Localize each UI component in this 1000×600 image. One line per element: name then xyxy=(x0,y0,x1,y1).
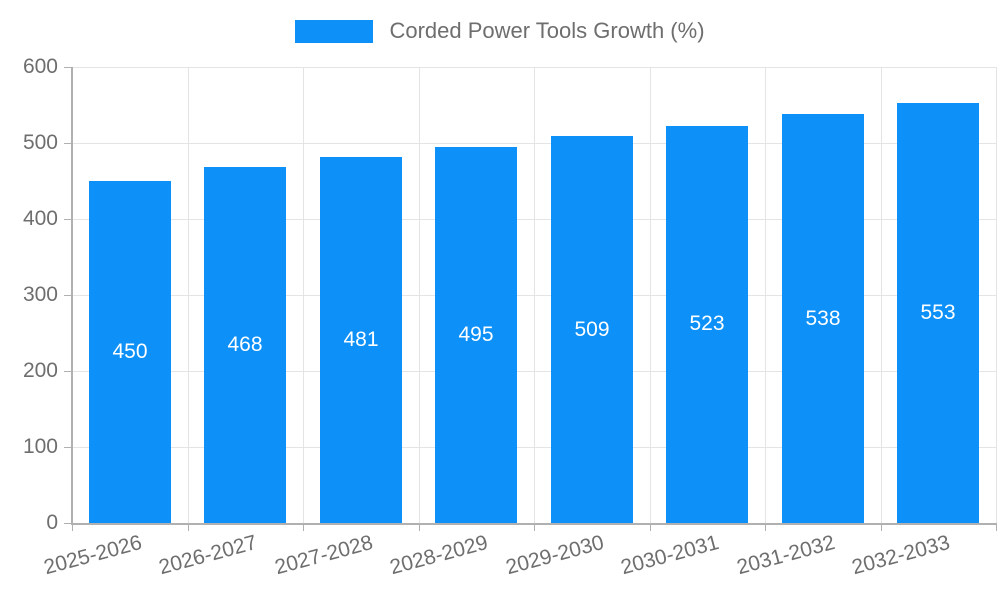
bar-value-label: 495 xyxy=(458,323,494,346)
bar xyxy=(666,126,748,523)
bar xyxy=(551,136,633,523)
x-axis-tick-label: 2032-2033 xyxy=(848,531,952,580)
gridline-vertical xyxy=(881,67,882,523)
x-axis-tick-label: 2028-2029 xyxy=(386,531,490,580)
y-axis-tick xyxy=(64,295,72,296)
x-axis-tick xyxy=(534,523,535,531)
gridline-vertical xyxy=(303,67,304,523)
x-axis-tick-label: 2026-2027 xyxy=(155,531,259,580)
x-axis-line xyxy=(71,523,997,525)
x-axis-tick xyxy=(996,523,997,531)
y-axis-tick-label: 400 xyxy=(22,207,58,230)
legend-swatch[interactable] xyxy=(295,19,374,43)
y-axis-tick-label: 100 xyxy=(22,435,58,458)
x-axis-tick-label: 2027-2028 xyxy=(271,531,375,580)
y-axis-tick-label: 500 xyxy=(22,131,58,154)
y-axis-line xyxy=(71,67,73,523)
y-axis-tick xyxy=(64,371,72,372)
y-axis-tick xyxy=(64,523,72,524)
y-axis-tick xyxy=(64,219,72,220)
x-axis-tick xyxy=(72,523,73,531)
bar-value-label: 468 xyxy=(227,333,263,356)
gridline-vertical xyxy=(650,67,651,523)
bar xyxy=(782,114,864,523)
bar xyxy=(435,147,517,523)
gridline-vertical xyxy=(765,67,766,523)
x-axis-tick-label: 2030-2031 xyxy=(617,531,721,580)
legend[interactable]: Corded Power Tools Growth (%) xyxy=(0,18,1000,44)
y-axis-tick xyxy=(64,143,72,144)
gridline-vertical xyxy=(419,67,420,523)
x-axis-tick xyxy=(650,523,651,531)
bar xyxy=(89,181,171,523)
bar-value-label: 538 xyxy=(805,307,841,330)
bar-value-label: 481 xyxy=(343,328,379,351)
y-axis-tick-label: 600 xyxy=(22,55,58,78)
y-axis-tick-label: 0 xyxy=(46,511,58,534)
x-axis-tick-label: 2029-2030 xyxy=(502,531,606,580)
gridline-vertical xyxy=(188,67,189,523)
x-axis-tick-label: 2025-2026 xyxy=(40,531,144,580)
y-axis-tick-label: 200 xyxy=(22,359,58,382)
x-axis-tick xyxy=(303,523,304,531)
x-axis-tick xyxy=(419,523,420,531)
y-axis-tick xyxy=(64,67,72,68)
gridline-vertical xyxy=(534,67,535,523)
x-axis-tick xyxy=(765,523,766,531)
x-axis-tick xyxy=(881,523,882,531)
bar-value-label: 553 xyxy=(920,301,956,324)
bar-value-label: 523 xyxy=(689,312,725,335)
bar xyxy=(204,167,286,523)
y-axis-tick xyxy=(64,447,72,448)
bar-value-label: 450 xyxy=(112,340,148,363)
bar-value-label: 509 xyxy=(574,318,610,341)
x-axis-tick xyxy=(188,523,189,531)
legend-label[interactable]: Corded Power Tools Growth (%) xyxy=(389,18,705,43)
gridline-vertical xyxy=(996,67,997,523)
y-axis-tick-label: 300 xyxy=(22,283,58,306)
x-axis-tick-label: 2031-2032 xyxy=(733,531,837,580)
bar xyxy=(897,103,979,523)
bar xyxy=(320,157,402,523)
